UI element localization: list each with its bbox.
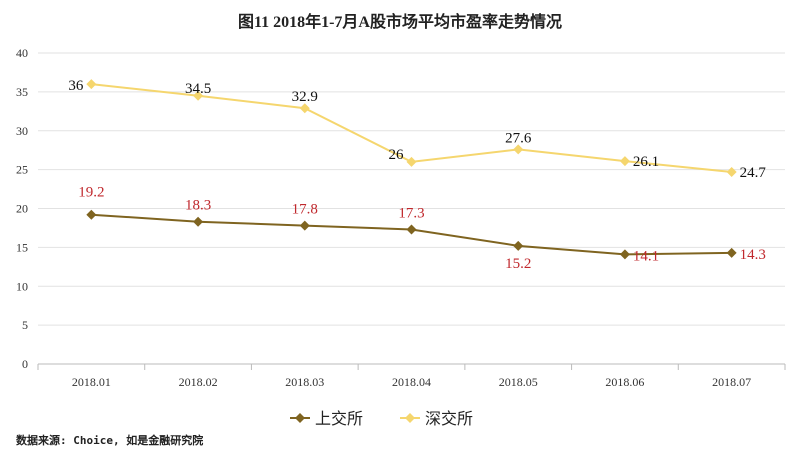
legend: 上交所 深交所	[290, 409, 473, 428]
legend-marker-szse-icon	[405, 413, 415, 423]
legend-label-szse: 深交所	[425, 409, 473, 428]
legend-marker-sse-icon	[295, 413, 305, 423]
data-point-marker	[619, 249, 630, 260]
data-label: 15.2	[505, 256, 531, 272]
x-tick-label: 2018.05	[499, 375, 538, 389]
data-point-marker	[726, 247, 737, 258]
x-tick-label: 2018.03	[285, 375, 324, 389]
data-point-marker	[299, 103, 310, 114]
data-point-marker	[406, 224, 417, 235]
y-tick-label: 15	[16, 240, 28, 254]
y-tick-label: 5	[22, 318, 28, 332]
y-tick-label: 10	[16, 279, 28, 293]
data-label: 36	[68, 78, 84, 94]
data-label: 19.2	[78, 185, 104, 201]
y-tick-label: 40	[16, 46, 28, 60]
data-label: 26	[389, 147, 405, 163]
x-tick-label: 2018.06	[605, 375, 644, 389]
source-note: 数据来源: Choice, 如是金融研究院	[16, 433, 203, 447]
data-point-marker	[299, 220, 310, 231]
x-axis: 2018.01 2018.02 2018.03 2018.04 2018.05 2018.…	[37, 364, 786, 389]
data-label: 24.7	[740, 165, 767, 181]
y-axis: 0 5 10 15 20 25 30 35 40	[16, 46, 28, 371]
legend-label-sse: 上交所	[315, 409, 363, 428]
data-label: 17.3	[398, 205, 424, 221]
y-tick-label: 25	[16, 163, 28, 177]
x-tick-label: 2018.04	[392, 375, 431, 389]
x-tick-label: 2018.01	[72, 375, 111, 389]
y-tick-label: 0	[22, 357, 28, 371]
data-point-marker	[513, 240, 524, 251]
data-point-marker	[406, 156, 417, 167]
data-label: 14.3	[740, 247, 766, 263]
data-label: 26.1	[633, 154, 659, 170]
data-label: 17.8	[292, 202, 318, 218]
y-tick-label: 35	[16, 85, 28, 99]
data-point-marker	[513, 144, 524, 155]
data-point-marker	[619, 156, 630, 167]
data-label: 27.6	[505, 130, 532, 146]
data-point-marker	[86, 209, 97, 220]
data-label: 14.1	[633, 248, 659, 264]
data-label: 32.9	[292, 89, 318, 105]
series-group: 36 34.5 32.9 26 27.6 26.1 24.7 19.2 18.3 17.8 17.3…	[68, 78, 766, 272]
data-point-marker	[86, 79, 97, 90]
data-label: 18.3	[185, 198, 211, 214]
data-point-marker	[193, 90, 204, 101]
x-tick-label: 2018.02	[179, 375, 218, 389]
data-point-marker	[193, 216, 204, 227]
data-label: 34.5	[185, 81, 211, 97]
data-point-marker	[726, 166, 737, 177]
grid	[38, 52, 785, 365]
chart-title: 图11 2018年1-7月A股市场平均市盈率走势情况	[238, 12, 562, 31]
y-tick-label: 20	[16, 202, 28, 216]
x-tick-label: 2018.07	[712, 375, 751, 389]
y-tick-label: 30	[16, 124, 28, 138]
